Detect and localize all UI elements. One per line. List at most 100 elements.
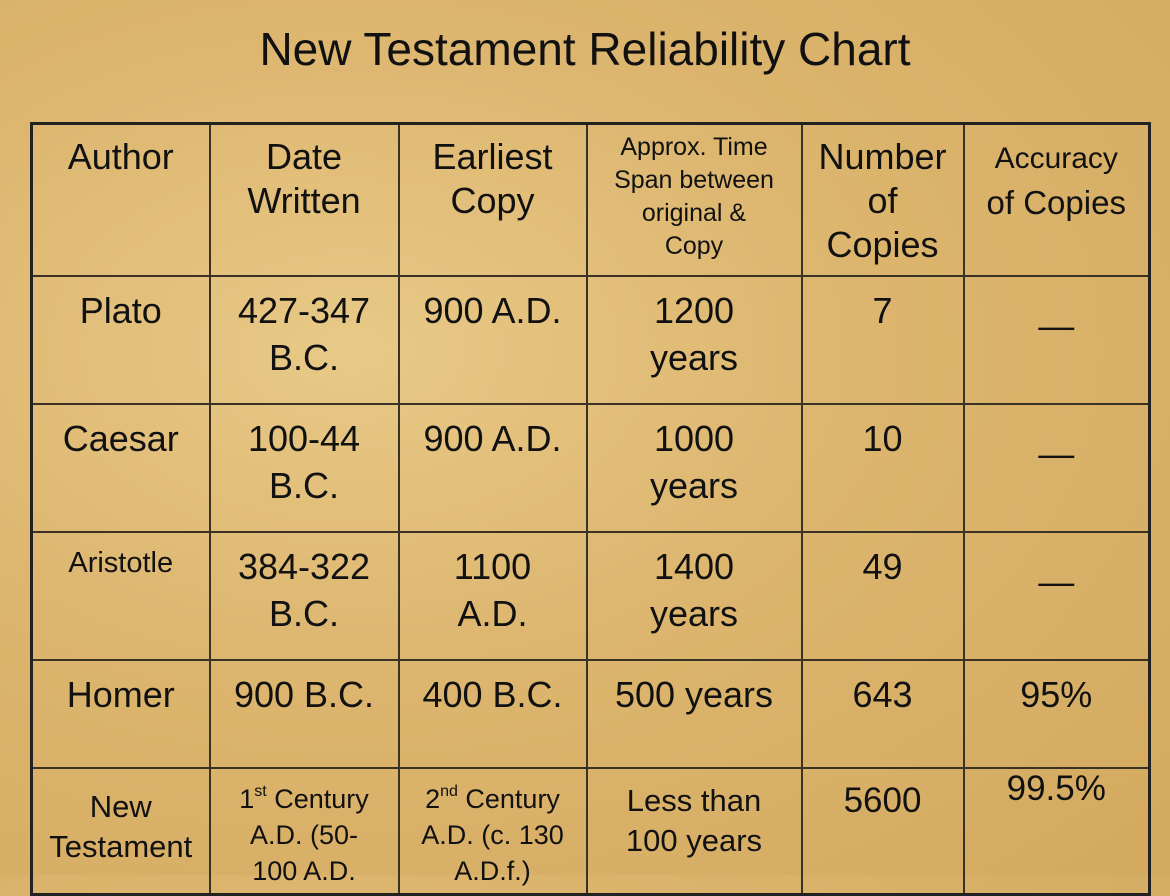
table-cell: Approx. Time Span between original & Copy xyxy=(585,122,803,277)
table-cell: 1st Century A.D. (50- 100 A.D. xyxy=(208,767,400,896)
cell-line: 1100 xyxy=(453,546,532,587)
reliability-table: Author Date Written Earliest Copy Approx. Tim… xyxy=(30,122,1151,896)
cell-line: 100 A.D. xyxy=(252,856,356,886)
cell-line: 1st Century xyxy=(213,781,396,817)
cell-line: B.C. xyxy=(268,337,339,378)
ordinal: 2 xyxy=(425,784,441,814)
cell-line: Accuracy xyxy=(994,142,1118,175)
table-cell: — xyxy=(962,403,1151,533)
cell-line: Written xyxy=(247,180,361,221)
table-cell: Accuracy of Copies xyxy=(962,122,1151,277)
table-cell: Less than 100 years xyxy=(585,767,803,896)
cell-line: 100 years xyxy=(625,823,763,858)
cell-line: 643 xyxy=(852,674,913,715)
cell-line: years xyxy=(649,593,739,634)
cell-line: Copies xyxy=(826,224,939,265)
table-cell: 49 xyxy=(800,531,965,661)
cell-line: years xyxy=(649,337,739,378)
table-cell: Author xyxy=(30,122,211,277)
cell-line: A.D.f.) xyxy=(454,856,531,886)
table-cell: New Testament xyxy=(30,767,211,896)
cell-line: of xyxy=(867,180,898,221)
cell-line: Testament xyxy=(49,829,193,864)
table-row: Homer 900 B.C. 400 B.C. 500 years 643 95% xyxy=(30,659,1151,769)
cell-line: Plato xyxy=(79,290,162,331)
ordinal-suffix: nd xyxy=(440,783,458,800)
cell-line: 2nd Century xyxy=(402,781,584,817)
cell-line: 900 A.D. xyxy=(423,418,562,459)
table-cell: 900 A.D. xyxy=(397,275,588,405)
cell-line: Less than xyxy=(626,783,762,818)
cell-line: A.D. (c. 130 xyxy=(421,820,564,850)
table-cell: 643 xyxy=(800,659,965,769)
table-cell: 1000 years xyxy=(585,403,803,533)
table-cell: 1400 years xyxy=(585,531,803,661)
cell-line: 500 years xyxy=(614,674,774,715)
cell-line: — xyxy=(1038,432,1075,474)
table-cell: 100-44 B.C. xyxy=(208,403,400,533)
cell-line: 7 xyxy=(872,290,893,331)
cell-line: Copy xyxy=(450,180,535,221)
ordinal-suffix: st xyxy=(254,783,267,800)
cell-line: A.D. xyxy=(457,593,528,634)
cell-line: Approx. Time xyxy=(620,133,768,161)
cell-line: Earliest xyxy=(432,136,553,177)
table-cell: Date Written xyxy=(208,122,400,277)
cell-line: 1400 xyxy=(653,546,735,587)
table-cell: — xyxy=(962,531,1151,661)
table-cell: 99.5% xyxy=(962,767,1151,896)
cell-line: Aristotle xyxy=(68,547,174,579)
table-cell: Number of Copies xyxy=(800,122,965,277)
table-body: Author Date Written Earliest Copy Approx. Tim… xyxy=(30,122,1151,896)
cell-line: New xyxy=(89,789,152,824)
cell-line: — xyxy=(1038,560,1075,602)
table-cell: Caesar xyxy=(30,403,211,533)
header-row: Author Date Written Earliest Copy Approx. Tim… xyxy=(30,122,1151,277)
cell-line: 900 A.D. xyxy=(423,290,562,331)
cell-line: B.C. xyxy=(268,593,339,634)
cell-line: Author xyxy=(67,136,174,177)
cell-line: years xyxy=(649,465,739,506)
table-cell: Aristotle xyxy=(30,531,211,661)
table-cell: 5600 xyxy=(800,767,965,896)
table-cell: 384-322 B.C. xyxy=(208,531,400,661)
cell-line: Caesar xyxy=(62,418,179,459)
cell-text: Century xyxy=(266,784,369,814)
table-cell: 500 years xyxy=(585,659,803,769)
cell-line: B.C. xyxy=(268,465,339,506)
cell-text: Century xyxy=(457,784,560,814)
table-row: New Testament 1st Century A.D. (50- 100 A.D.… xyxy=(30,767,1151,896)
table-cell: 900 B.C. xyxy=(208,659,400,769)
table-cell: Homer xyxy=(30,659,211,769)
table-row: Aristotle 384-322 B.C. 1100 A.D. 1400 years 49 — xyxy=(30,531,1151,661)
ordinal: 1 xyxy=(239,784,255,814)
cell-line: 5600 xyxy=(843,781,922,820)
table-cell: 1200 years xyxy=(585,275,803,405)
cell-line: of Copies xyxy=(986,184,1126,221)
cell-line: Copy xyxy=(664,232,724,260)
cell-line: 1200 xyxy=(653,290,735,331)
cell-line: 99.5% xyxy=(1006,769,1106,808)
cell-line: 100-44 xyxy=(247,418,361,459)
cell-line: A.D. (50- xyxy=(249,820,359,850)
cell-line: original & xyxy=(641,199,747,227)
cell-line: 1000 xyxy=(653,418,735,459)
table-cell: 900 A.D. xyxy=(397,403,588,533)
table-cell: Earliest Copy xyxy=(397,122,588,277)
cell-line: 900 B.C. xyxy=(233,674,375,715)
table-cell: 2nd Century A.D. (c. 130 A.D.f.) xyxy=(397,767,588,896)
table-cell: 10 xyxy=(800,403,965,533)
cell-line: Span between xyxy=(614,166,774,194)
cell-line: 10 xyxy=(862,418,903,459)
cell-line: 384-322 xyxy=(237,546,371,587)
cell-line: Date xyxy=(265,136,343,177)
table-cell: 1100 A.D. xyxy=(397,531,588,661)
table-row: Caesar 100-44 B.C. 900 A.D. 1000 years 10 — xyxy=(30,403,1151,533)
table-cell: Plato xyxy=(30,275,211,405)
table-cell: 95% xyxy=(962,659,1151,769)
cell-line: 95% xyxy=(1020,674,1093,715)
table-cell: 427-347 B.C. xyxy=(208,275,400,405)
cell-line: 400 B.C. xyxy=(422,674,563,715)
cell-line: 49 xyxy=(862,546,903,587)
